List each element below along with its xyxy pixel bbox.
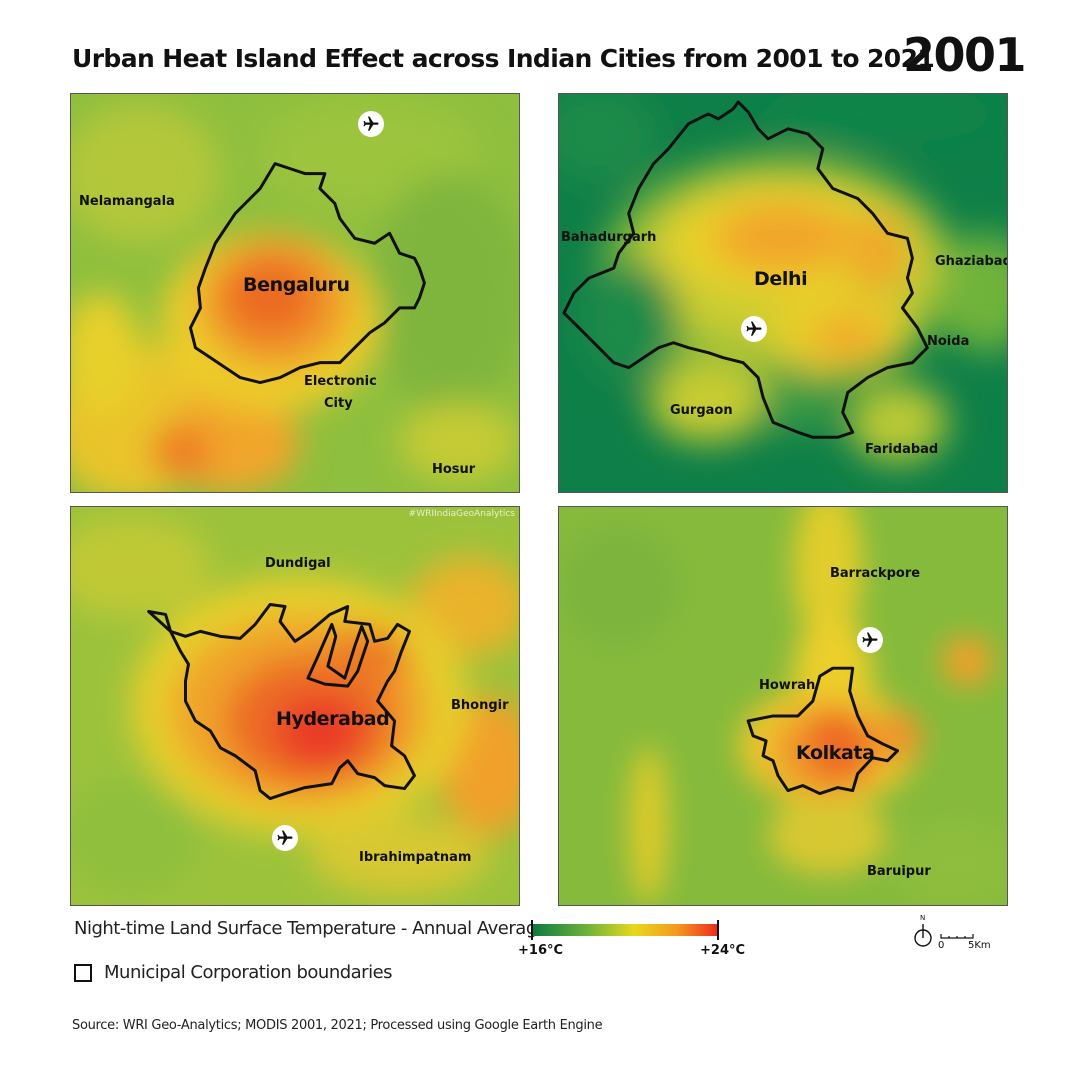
airport-icon (741, 316, 767, 342)
scale-zero: 0 (938, 940, 945, 951)
legend-label: Night-time Land Surface Temperature - An… (74, 918, 553, 939)
place-label: Bhongir (451, 698, 509, 713)
panel-delhi: Bahadurgarh Delhi Ghaziabad Noida Gurgao… (558, 93, 1008, 493)
place-label: City (324, 396, 353, 411)
ramp-max-label: +24°C (700, 943, 746, 958)
place-label: Nelamangala (79, 194, 175, 209)
boundary-legend-swatch (74, 964, 92, 982)
ramp-min-label: +16°C (518, 943, 564, 958)
place-label: Barrackpore (830, 566, 921, 581)
place-label: Ghaziabad (935, 254, 1008, 269)
north-label: N (920, 914, 926, 922)
place-label: Gurgaon (670, 403, 733, 418)
city-label: Delhi (754, 268, 808, 290)
place-label: Bahadurgarh (561, 230, 657, 245)
place-label: Howrah (759, 678, 816, 693)
ramp-min-tick (531, 920, 533, 940)
year-label: 2001 (903, 28, 1027, 82)
place-label: Noida (927, 334, 970, 349)
place-label: Electronic (304, 374, 377, 389)
source-note: Source: WRI Geo-Analytics; MODIS 2001, 2… (72, 1018, 603, 1033)
panel-kolkata: Barrackpore Howrah Kolkata Baruipur (558, 506, 1008, 906)
boundary-legend-label: Municipal Corporation boundaries (104, 962, 393, 983)
bengaluru-heat-map (71, 94, 519, 492)
airport-icon (358, 111, 384, 137)
kolkata-heat-map (559, 507, 1007, 905)
panel-bengaluru: Nelamangala Bengaluru Electronic City Ho… (70, 93, 520, 493)
city-label: Kolkata (796, 742, 875, 764)
place-label: Baruipur (867, 864, 931, 879)
place-label: Ibrahimpatnam (359, 850, 472, 865)
panel-hyderabad: #WRIIndiaGeoAnalytics Dundigal Hyderabad… (70, 506, 520, 906)
place-label: Faridabad (865, 442, 939, 457)
watermark: #WRIIndiaGeoAnalytics (408, 509, 515, 519)
city-label: Hyderabad (276, 708, 390, 730)
north-arrow-icon (914, 924, 974, 947)
place-label: Dundigal (265, 556, 331, 571)
scale-bar: N 0 5Km (910, 914, 1010, 954)
delhi-heat-map (559, 94, 1007, 492)
airport-icon (857, 627, 883, 653)
scale-distance: 5Km (968, 940, 991, 951)
ramp-max-tick (717, 920, 719, 940)
city-label: Bengaluru (243, 274, 350, 296)
place-label: Hosur (432, 462, 476, 477)
temperature-color-ramp (532, 924, 718, 936)
airport-icon (272, 825, 298, 851)
map-title: Urban Heat Island Effect across Indian C… (72, 44, 935, 73)
